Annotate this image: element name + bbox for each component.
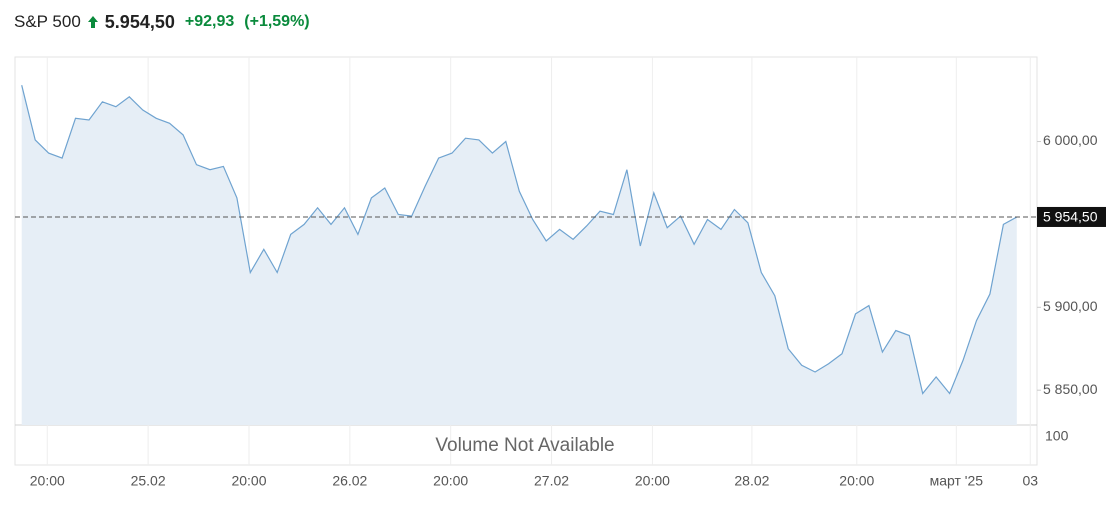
x-tick-label: 28.02 bbox=[734, 473, 769, 489]
x-tick-label: 27.02 bbox=[534, 473, 569, 489]
area-fill bbox=[21, 85, 1017, 425]
x-tick-label: 26.02 bbox=[332, 473, 367, 489]
current-price-label: 5 954,50 bbox=[1043, 209, 1098, 225]
x-tick-label: 03 bbox=[1022, 473, 1038, 489]
y-tick-label: 5 850,00 bbox=[1043, 381, 1098, 397]
price-line bbox=[21, 85, 1018, 395]
instrument-name: S&P 500 bbox=[14, 12, 81, 31]
volume-tick-label: 100 bbox=[1045, 428, 1069, 444]
x-tick-label: 20:00 bbox=[231, 473, 266, 489]
y-tick-label: 5 900,00 bbox=[1043, 298, 1098, 314]
x-tick-label: 20:00 bbox=[30, 473, 65, 489]
x-tick-label: 25.02 bbox=[131, 473, 166, 489]
y-tick-label: 6 000,00 bbox=[1043, 132, 1098, 148]
up-arrow bbox=[87, 16, 98, 28]
x-tick-label: 20:00 bbox=[433, 473, 468, 489]
x-tick-label: 20:00 bbox=[635, 473, 670, 489]
price: 5.954,50 bbox=[104, 11, 175, 32]
change: +92,93 bbox=[184, 13, 235, 30]
header: S&P 500 5.954,50 +92,93 (+1,59%) bbox=[14, 10, 310, 34]
plot-frame bbox=[14, 56, 1038, 466]
volume-note: Volume Not Available bbox=[435, 435, 614, 456]
change-percent: (+1,59%) bbox=[244, 13, 310, 30]
x-tick-label: 20:00 bbox=[839, 473, 874, 489]
current-price-box bbox=[1037, 206, 1106, 227]
x-tick-label: март '25 bbox=[930, 473, 984, 489]
